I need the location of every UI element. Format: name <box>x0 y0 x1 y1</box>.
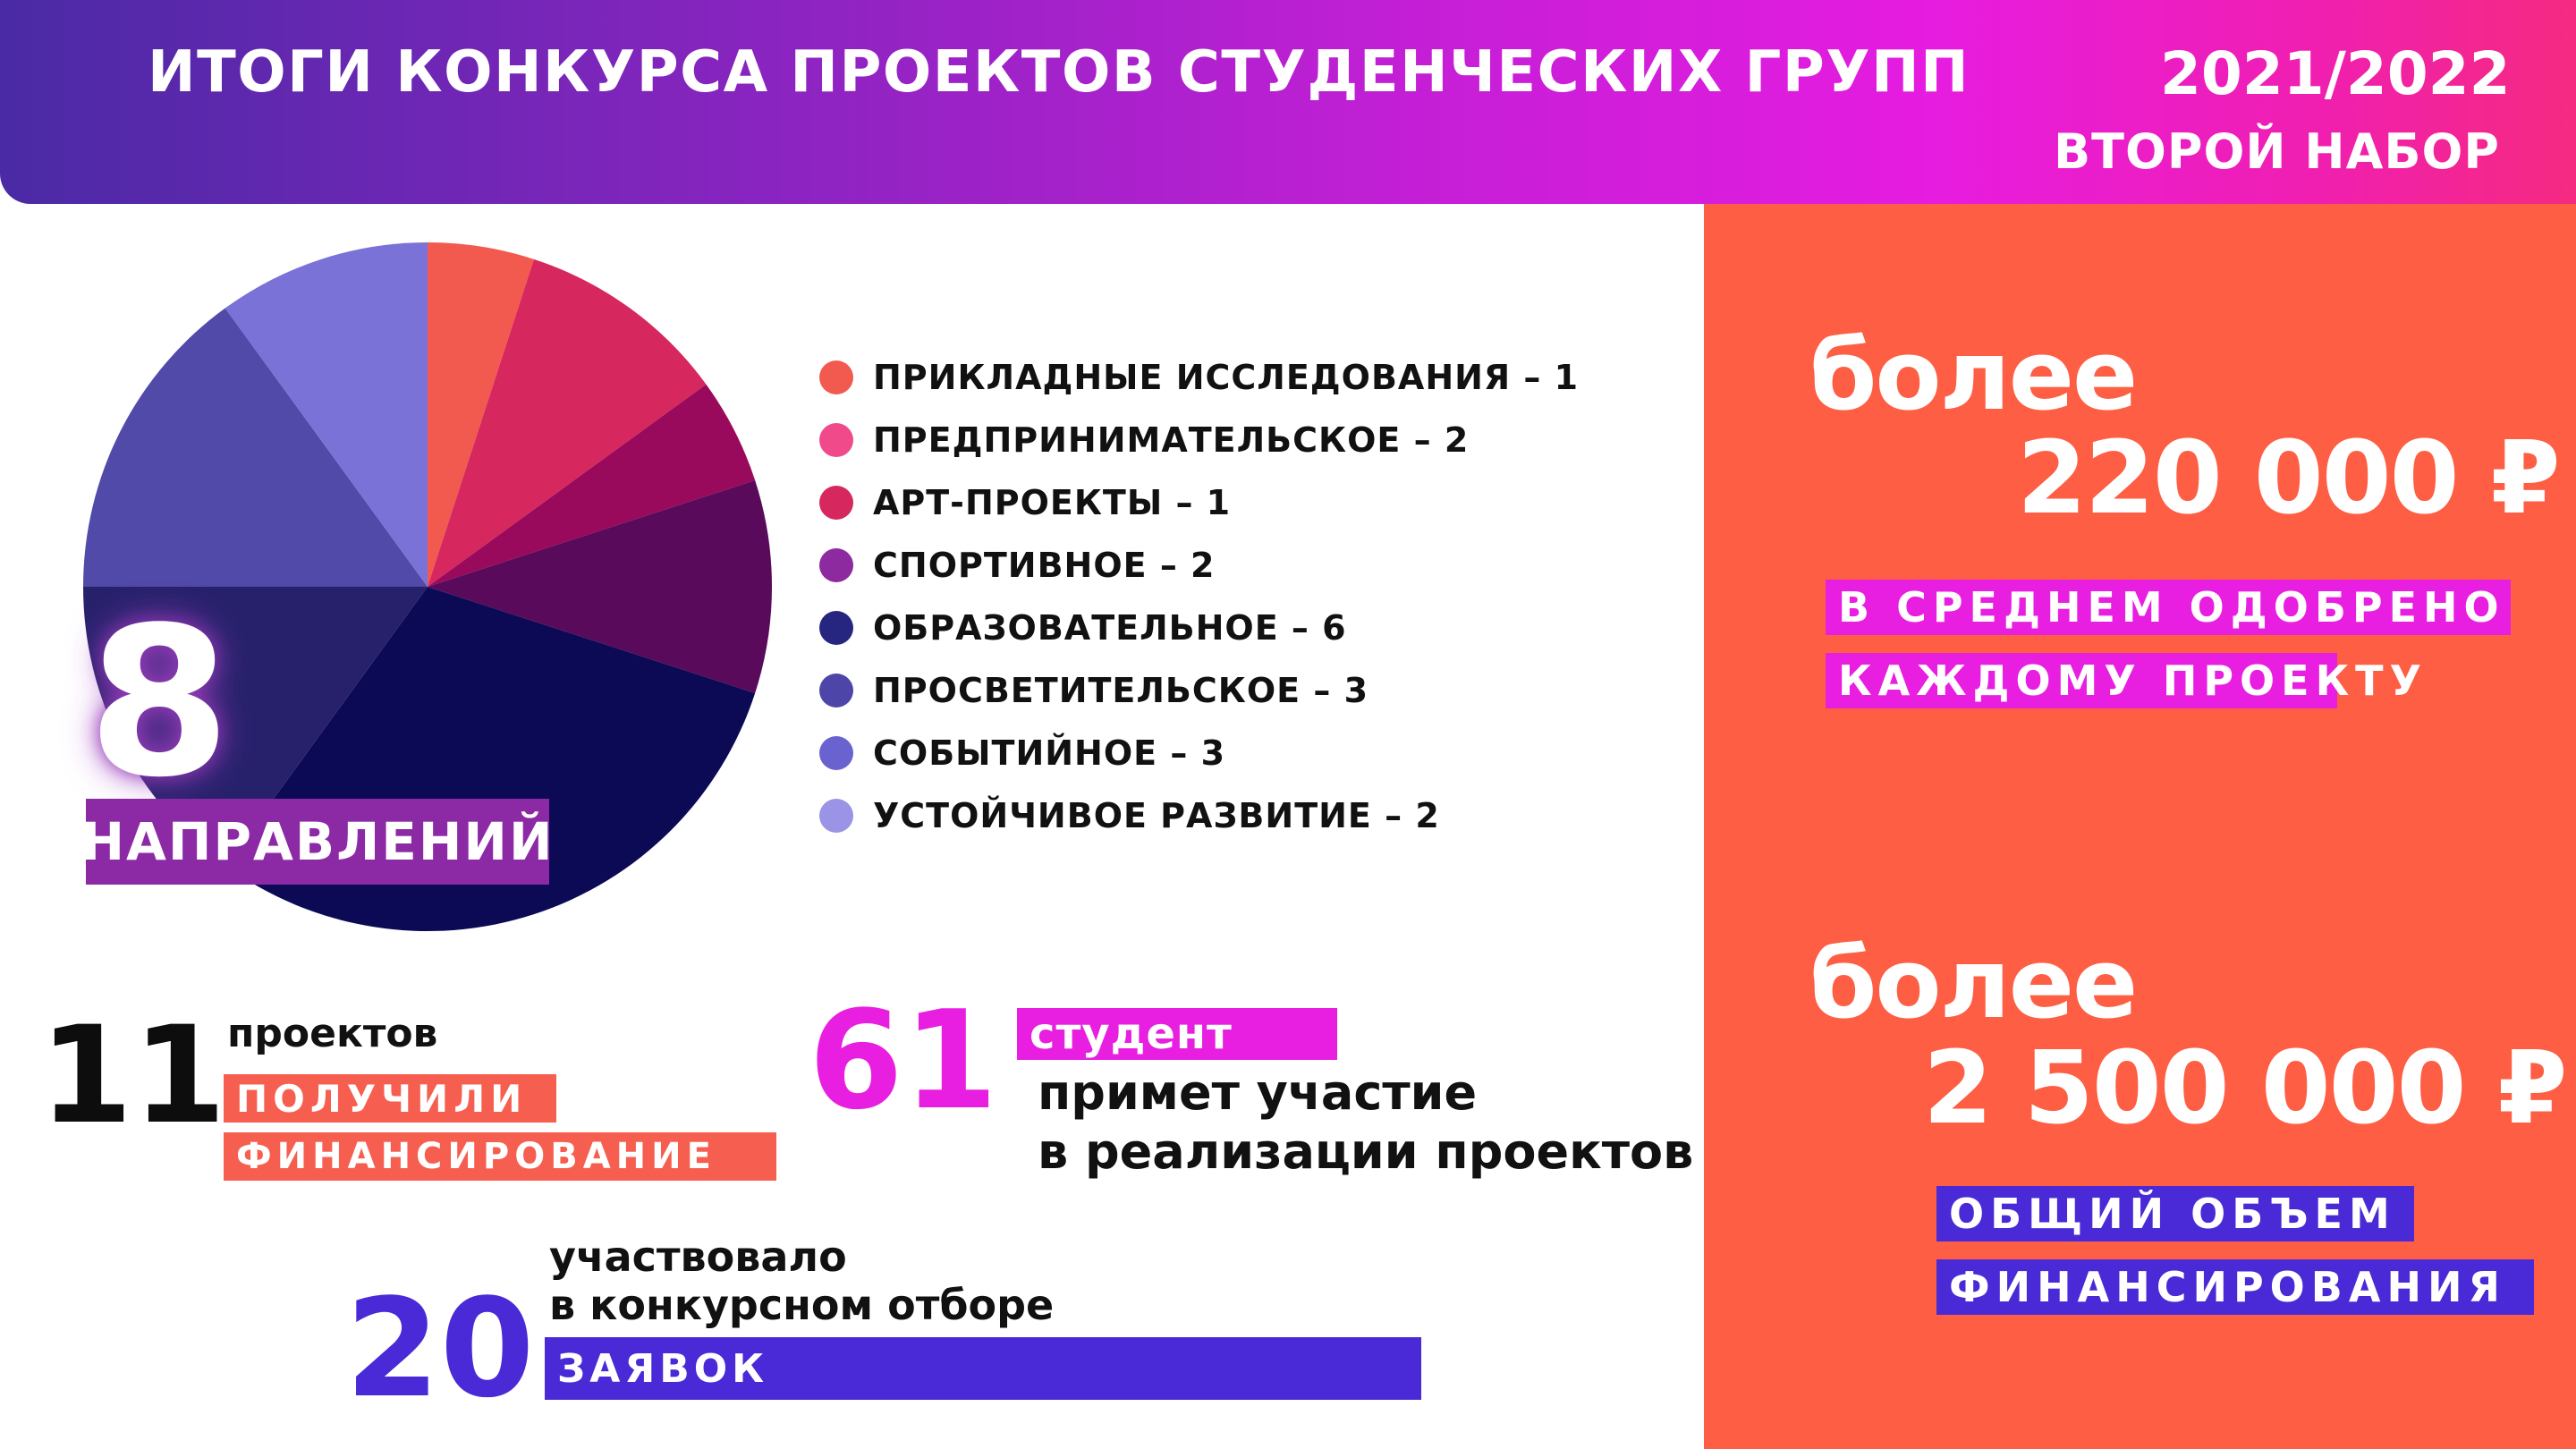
legend-label: ПРИКЛАДНЫЕ ИССЛЕДОВАНИЯ – 1 <box>873 358 1580 397</box>
pie-slice <box>428 258 707 587</box>
legend-item: ОБРАЗОВАТЕЛЬНОЕ – 6 <box>819 608 1347 648</box>
total-funding-tag2: ФИНАНСИРОВАНИЯ <box>1936 1259 2534 1315</box>
pie-slice <box>83 587 428 866</box>
applications-count: 20 <box>345 1269 535 1428</box>
header-banner: ИТОГИ КОНКУРСА ПРОЕКТОВ СТУДЕНЧЕСКИХ ГРУ… <box>0 0 2576 204</box>
page-title: ИТОГИ КОНКУРСА ПРОЕКТОВ СТУДЕНЧЕСКИХ ГРУ… <box>148 39 1970 106</box>
funding-panel: более 220 000 ₽ В СРЕДНЕМ ОДОБРЕНО КАЖДО… <box>1704 204 2576 1449</box>
projects-word: проектов <box>227 1011 438 1056</box>
legend-dot <box>819 736 853 770</box>
projects-tag-funded: ПОЛУЧИЛИ <box>224 1074 556 1123</box>
avg-funding-prefix: более <box>1809 320 2138 432</box>
legend-label: ПРОСВЕТИТЕЛЬСКОЕ – 3 <box>873 671 1369 710</box>
projects-count: 11 <box>39 998 226 1154</box>
legend-label: ОБРАЗОВАТЕЛЬНОЕ – 6 <box>873 608 1347 648</box>
applications-line2: в конкурсном отборе <box>549 1281 1055 1329</box>
legend-label: ПРЕДПРИНИМАТЕЛЬСКОЕ – 2 <box>873 420 1470 460</box>
legend-item: СПОРТИВНОЕ – 2 <box>819 546 1216 585</box>
pie-slice <box>83 308 428 587</box>
students-tag: студент <box>1017 1008 1337 1060</box>
legend-item: УСТОЙЧИВОЕ РАЗВИТИЕ – 2 <box>819 796 1440 835</box>
students-line1: примет участие <box>1038 1064 1478 1121</box>
legend-item: ПРОСВЕТИТЕЛЬСКОЕ – 3 <box>819 671 1368 710</box>
directions-count: 8 <box>88 584 232 823</box>
legend-item: СОБЫТИЙНОЕ – 3 <box>819 733 1225 773</box>
applications-tag: ЗАЯВОК <box>545 1337 1421 1400</box>
legend-dot <box>819 423 853 457</box>
directions-label: НАПРАВЛЕНИЙ <box>81 799 553 885</box>
legend-item: АРТ-ПРОЕКТЫ – 1 <box>819 483 1231 522</box>
total-funding-amount: 2 500 000 ₽ <box>1923 1030 2567 1147</box>
legend-label: АРТ-ПРОЕКТЫ – 1 <box>873 483 1232 522</box>
legend-item: ПРИКЛАДНЫЕ ИССЛЕДОВАНИЯ – 1 <box>819 358 1579 397</box>
legend-dot <box>819 360 853 394</box>
total-funding-tag1: ОБЩИЙ ОБЪЕМ <box>1936 1186 2414 1241</box>
students-count: 61 <box>809 981 998 1140</box>
legend-label: УСТОЙЧИВОЕ РАЗВИТИЕ – 2 <box>873 796 1440 835</box>
pie-slice <box>428 384 756 587</box>
legend-dot <box>819 799 853 833</box>
legend-label: СОБЫТИЙНОЕ – 3 <box>873 733 1226 773</box>
legend-dot <box>819 548 853 582</box>
total-funding-prefix: более <box>1809 928 2138 1040</box>
round-label: ВТОРОЙ НАБОР <box>2054 123 2501 180</box>
students-line2: в реализации проектов <box>1038 1123 1694 1180</box>
avg-funding-amount: 220 000 ₽ <box>2017 420 2560 537</box>
projects-tag-financing: ФИНАНСИРОВАНИЕ <box>224 1132 776 1181</box>
pie-slice <box>428 480 773 693</box>
avg-funding-tag2: КАЖДОМУ ПРОЕКТУ <box>1826 653 2421 708</box>
legend-label: СПОРТИВНОЕ – 2 <box>873 546 1216 585</box>
applications-line1: участвовало <box>549 1233 847 1281</box>
year-label: 2021/2022 <box>2160 39 2511 108</box>
legend-dot <box>819 674 853 708</box>
legend-dot <box>819 611 853 645</box>
legend-dot <box>819 486 853 520</box>
legend-item: ПРЕДПРИНИМАТЕЛЬСКОЕ – 2 <box>819 420 1469 460</box>
pie-slice <box>225 242 428 587</box>
pie-slice <box>428 242 534 587</box>
avg-funding-tag1: В СРЕДНЕМ ОДОБРЕНО <box>1826 580 2511 635</box>
